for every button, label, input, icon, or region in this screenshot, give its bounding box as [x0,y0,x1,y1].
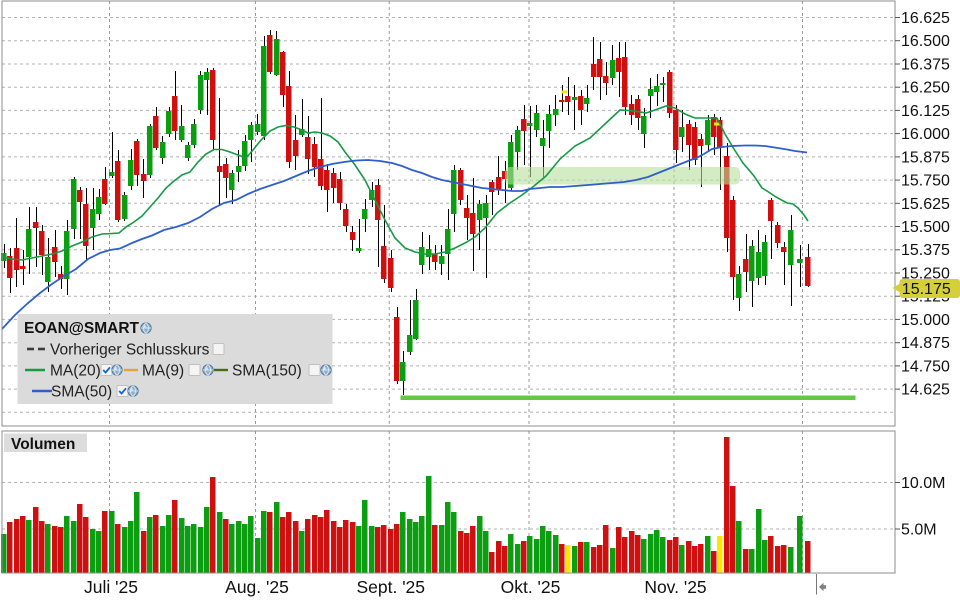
svg-text:15.175: 15.175 [902,281,951,298]
svg-text:14.750: 14.750 [901,358,950,375]
svg-text:14.875: 14.875 [901,335,950,352]
svg-text:16.625: 16.625 [901,10,950,27]
svg-text:16.375: 16.375 [901,57,950,74]
svg-text:Nov. '25: Nov. '25 [644,577,706,597]
svg-text:Sept. '25: Sept. '25 [356,577,425,597]
svg-text:16.500: 16.500 [901,33,950,50]
svg-text:Aug. '25: Aug. '25 [225,577,289,597]
svg-text:Juli '25: Juli '25 [84,577,138,597]
svg-text:MA(9): MA(9) [142,363,184,380]
svg-text:15.375: 15.375 [901,242,950,259]
svg-text:15.875: 15.875 [901,149,950,166]
svg-text:16.000: 16.000 [901,126,950,143]
svg-text:15.250: 15.250 [901,266,950,283]
svg-text:EOAN@SMART: EOAN@SMART [24,320,140,337]
svg-text:15.625: 15.625 [901,196,950,213]
svg-text:10.0M: 10.0M [901,475,945,492]
svg-text:SMA(50): SMA(50) [51,384,112,401]
svg-text:15.000: 15.000 [901,312,950,329]
svg-text:16.125: 16.125 [901,103,950,120]
svg-text:14.625: 14.625 [901,382,950,399]
svg-text:15.500: 15.500 [901,219,950,236]
svg-text:Okt. '25: Okt. '25 [501,577,561,597]
svg-text:15.750: 15.750 [901,173,950,190]
svg-text:Vorheriger Schlusskurs: Vorheriger Schlusskurs [50,342,210,359]
svg-text:SMA(150): SMA(150) [232,363,302,380]
svg-text:5.0M: 5.0M [901,522,937,539]
svg-text:Volumen: Volumen [11,436,75,453]
svg-text:16.250: 16.250 [901,80,950,97]
svg-text:MA(20): MA(20) [50,363,101,380]
